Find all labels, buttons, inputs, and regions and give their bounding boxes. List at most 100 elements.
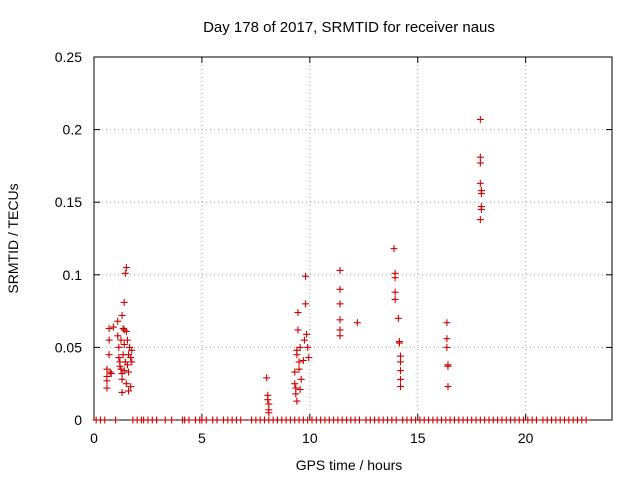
x-axis-label: GPS time / hours [296,457,403,473]
data-point [118,311,126,319]
data-point [115,354,123,362]
data-point [128,346,136,354]
data-point-zero [392,416,400,424]
data-point [103,365,111,373]
data-point [300,336,308,344]
data-point [292,390,300,398]
data-points [92,115,590,424]
data-point [305,354,313,362]
data-point [297,375,305,383]
data-point [391,288,399,296]
data-point [394,314,402,322]
y-tick-label: 0.2 [63,122,83,138]
data-point [265,409,273,417]
x-tick-label: 5 [198,430,206,446]
data-point [122,327,130,335]
data-point-zero [101,416,109,424]
data-point [396,358,404,366]
data-point [353,319,361,327]
data-point [119,325,127,333]
data-point [107,370,115,378]
data-point [125,387,133,395]
data-point [396,367,404,375]
y-tick-label: 0.25 [55,49,82,65]
data-point-zero [532,416,540,424]
data-point-zero [237,416,245,424]
x-tick-label: 0 [90,430,98,446]
x-tick-label: 20 [518,430,534,446]
data-point [299,356,307,364]
data-point [476,216,484,224]
data-point [117,365,125,373]
data-point [264,396,272,404]
data-point [103,384,111,392]
data-point [103,377,111,385]
data-point [118,375,126,383]
x-tick-label: 15 [410,430,426,446]
data-point [118,388,126,396]
data-point [396,375,404,383]
data-point [476,115,484,123]
data-point [116,362,124,370]
data-point [295,365,303,373]
data-point [296,343,304,351]
data-point [105,351,113,359]
data-point [122,380,130,388]
data-point [477,189,485,197]
y-tick-label: 0 [74,412,82,428]
data-point [105,325,113,333]
data-point-zero [213,416,221,424]
data-point-zero [355,416,363,424]
data-point [391,295,399,303]
axis-ticks: 0 5 10 15 20 0 0.05 0.1 0.15 0.2 0.25 [55,49,612,446]
data-point [336,285,344,293]
data-point [127,383,135,391]
data-point [291,368,299,376]
data-point [115,343,123,351]
data-point [444,383,452,391]
data-point [294,309,302,317]
data-point [336,266,344,274]
data-point [120,340,128,348]
data-point [336,300,344,308]
data-point-zero [112,416,120,424]
data-point [391,274,399,282]
data-point [304,343,312,351]
y-axis-label: SRMTID / TECUs [5,183,21,293]
x-tick-label: 10 [302,430,318,446]
data-point [109,323,117,331]
data-point [295,358,303,366]
data-point [117,336,125,344]
data-point [120,298,128,306]
data-point [444,362,452,370]
data-point [396,383,404,391]
y-tick-label: 0.1 [63,267,83,283]
data-point [263,374,271,382]
data-point [105,336,113,344]
data-point [114,332,122,340]
data-point [443,335,451,343]
data-point [390,245,398,253]
data-point [120,367,128,375]
data-point [477,205,485,213]
data-point [294,326,302,334]
data-point [443,319,451,327]
data-point [106,368,114,376]
y-tick-label: 0.05 [55,339,82,355]
data-point [123,336,131,344]
data-point [395,339,403,347]
data-point [302,272,310,280]
data-point [302,300,310,308]
data-point [336,316,344,324]
data-point [336,332,344,340]
data-point [114,317,122,325]
data-point [443,343,451,351]
data-point-zero [202,416,210,424]
data-point [127,354,135,362]
data-point-zero [168,416,176,424]
data-point-zero [185,416,193,424]
data-point [121,269,129,277]
data-point [296,386,304,394]
